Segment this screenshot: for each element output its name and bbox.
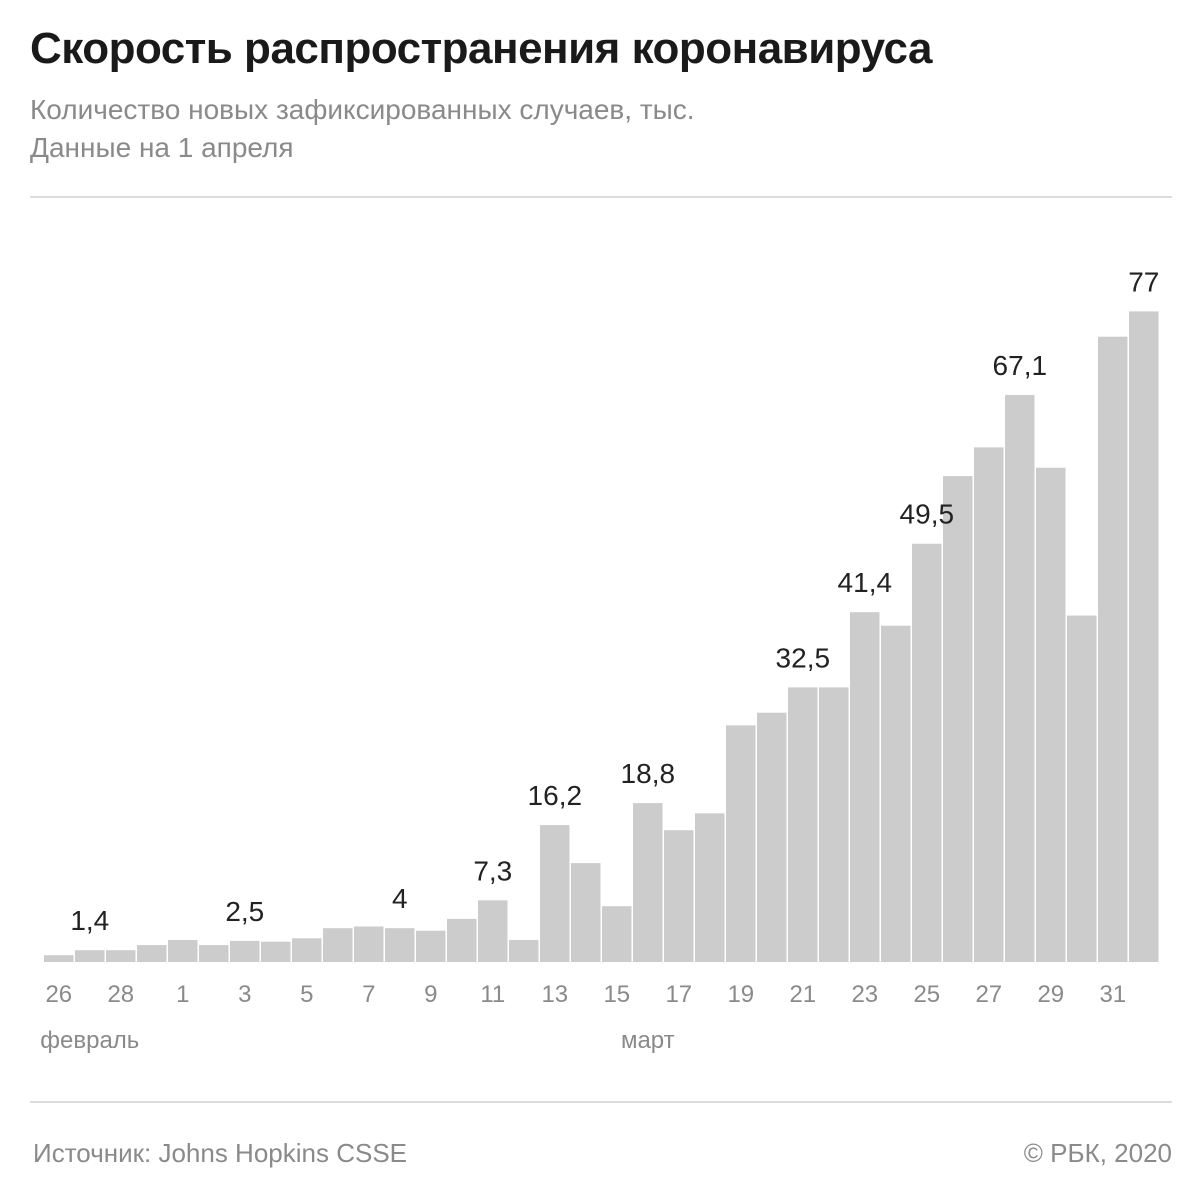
chart-subtitle: Количество новых зафиксированных случаев…	[30, 94, 695, 125]
month-label: март	[621, 1027, 675, 1054]
bar-13	[447, 918, 477, 962]
x-tick-label: 29	[1037, 981, 1064, 1008]
bar-1	[75, 950, 105, 962]
bar-25	[819, 687, 849, 962]
bar-32	[1036, 467, 1066, 962]
bar-33	[1067, 615, 1097, 962]
x-tick-label: 19	[727, 981, 754, 1008]
bar-9	[323, 928, 353, 962]
data-label: 18,8	[621, 758, 676, 789]
data-label: 7,3	[473, 855, 512, 886]
date-note: Данные на 1 апреля	[30, 132, 294, 163]
bar-17	[571, 863, 601, 962]
bar-6	[230, 940, 260, 962]
bottom-divider	[30, 1101, 1172, 1103]
data-label: 2,5	[225, 896, 264, 927]
bar-22	[726, 725, 756, 962]
bar-28	[912, 543, 942, 962]
bar-26	[850, 612, 880, 962]
data-label: 4	[392, 883, 408, 914]
data-label: 1,4	[70, 905, 109, 936]
bar-35	[1129, 311, 1159, 962]
data-label: 32,5	[776, 642, 831, 673]
bar-14	[478, 900, 508, 962]
bar-27	[881, 625, 911, 962]
data-label: 67,1	[993, 350, 1048, 381]
copyright-note: © РБК, 2020	[1023, 1138, 1172, 1168]
bar-18	[602, 906, 632, 962]
x-tick-label: 23	[851, 981, 878, 1008]
bar-2	[106, 950, 136, 962]
x-tick-label: 11	[480, 981, 505, 1008]
bar-15	[509, 940, 539, 962]
x-tick-label: 15	[603, 981, 630, 1008]
chart-title: Скорость распространения коронавируса	[30, 24, 932, 73]
bar-34	[1098, 336, 1128, 962]
data-label: 41,4	[838, 567, 893, 598]
bar-8	[292, 938, 322, 962]
x-tick-label: 9	[424, 981, 437, 1008]
bar-12	[416, 930, 446, 962]
x-tick-label: 13	[541, 981, 568, 1008]
x-tick-label: 21	[789, 981, 816, 1008]
bar-31	[1005, 395, 1035, 962]
data-label: 77	[1128, 266, 1159, 297]
bar-30	[974, 447, 1004, 962]
data-label: 16,2	[528, 780, 583, 811]
bar-7	[261, 941, 291, 962]
bar-10	[354, 926, 384, 962]
x-tick-label: 27	[975, 981, 1002, 1008]
x-tick-label: 1	[176, 981, 189, 1008]
month-label: февраль	[40, 1027, 139, 1054]
bar-21	[695, 813, 725, 962]
x-tick-label: 26	[45, 981, 72, 1008]
bar-16	[540, 825, 570, 962]
data-label: 49,5	[900, 499, 955, 530]
top-divider	[30, 196, 1172, 198]
x-tick-label: 31	[1099, 981, 1126, 1008]
bar-19	[633, 803, 663, 962]
bar-11	[385, 928, 415, 962]
bar-4	[168, 940, 198, 962]
x-tick-label: 17	[665, 981, 692, 1008]
bar-chart: 1,4 2,5 4 7,3 16,2 18,8 32,5 41,4 49,5 67,1 77 26 28…	[40, 266, 1159, 1054]
bar-3	[137, 945, 167, 962]
x-tick-label: 3	[238, 981, 251, 1008]
bar-23	[757, 712, 787, 962]
bar-24	[788, 687, 818, 962]
x-tick-label: 5	[300, 981, 313, 1008]
bar-29	[943, 476, 973, 962]
x-tick-label: 28	[107, 981, 134, 1008]
bar-0	[44, 955, 74, 962]
source-note: Источник: Johns Hopkins CSSE	[33, 1138, 408, 1168]
bar-5	[199, 945, 229, 962]
bar-20	[664, 830, 694, 962]
x-tick-label: 7	[362, 981, 375, 1008]
x-tick-label: 25	[913, 981, 940, 1008]
